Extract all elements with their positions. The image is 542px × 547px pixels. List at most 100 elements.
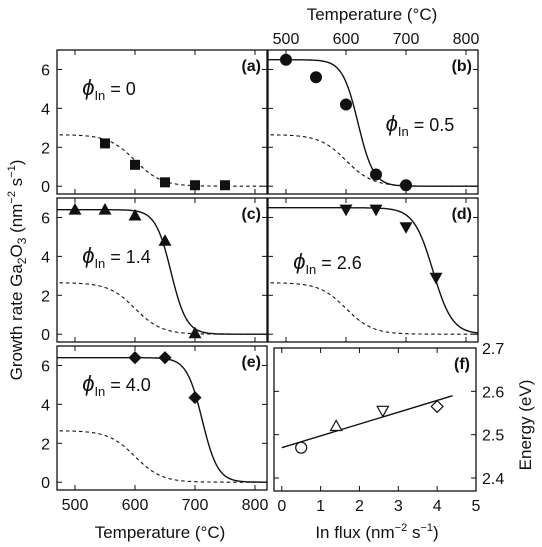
x-tick-label: 0	[277, 498, 286, 515]
f-x-axis-title: In flux (nm−2 s−1)	[315, 522, 438, 542]
y-tick-label: 4	[41, 101, 50, 118]
plot-area	[268, 204, 478, 335]
y-tick-label: 0	[41, 327, 50, 344]
phi-label: ϕIn = 0.5	[386, 111, 455, 139]
reference-curve	[268, 282, 478, 335]
reference-curve	[57, 282, 267, 335]
x-tick-label: 600	[333, 31, 360, 48]
phi-symbol: ϕ	[82, 75, 94, 100]
phi-symbol: ϕ	[386, 111, 398, 136]
reference-curve	[57, 430, 267, 483]
x-tick-label: 5	[472, 498, 481, 515]
data-point	[160, 177, 170, 188]
panel-d: (d) ϕIn = 2.6	[267, 197, 479, 343]
panel-label: (b)	[452, 58, 472, 75]
plot-area	[57, 134, 267, 191]
fit-curve	[268, 207, 478, 334]
data-point	[369, 204, 383, 217]
phi-value: = 4.0	[105, 375, 151, 395]
phi-symbol: ϕ	[293, 249, 305, 274]
panel-frame	[267, 197, 479, 343]
data-point	[295, 441, 308, 454]
y-tick-label: 0	[41, 475, 50, 492]
data-point	[340, 98, 352, 111]
data-point	[130, 159, 140, 170]
data-point	[158, 351, 172, 365]
panel-f: 0 1 2 3 4 52.4 2.5 2.6 2.7 (f)	[273, 341, 504, 515]
data-point	[98, 203, 112, 215]
data-point	[339, 204, 353, 217]
data-point	[188, 391, 202, 405]
y-tick-label: 2.5	[482, 428, 504, 445]
panel-c: 0 2 4 6 (c) ϕIn = 1.4	[41, 197, 268, 344]
data-point	[280, 53, 292, 66]
x-tick-label: 800	[242, 497, 269, 514]
y-tick-label: 2.7	[482, 341, 504, 358]
y-tick-label: 6	[41, 62, 50, 79]
fit-curve	[268, 59, 478, 187]
data-point	[158, 234, 172, 246]
phi-value: = 0.5	[409, 115, 455, 135]
panel-label: (e)	[241, 354, 261, 371]
panel-label: (d)	[452, 206, 472, 223]
panel-label: (f)	[454, 356, 470, 373]
x-tick-label: 700	[182, 497, 209, 514]
phi-symbol: ϕ	[82, 371, 94, 396]
y-tick-label: 0	[41, 179, 50, 196]
data-point	[310, 71, 322, 84]
data-point	[190, 180, 200, 191]
plot-area	[57, 203, 267, 339]
x-tick-label: 700	[393, 31, 420, 48]
x-tick-label: 800	[453, 31, 480, 48]
phi-value: = 0	[105, 79, 136, 99]
fit-curve	[57, 357, 267, 483]
data-point	[430, 399, 444, 414]
panel-e: 0 2 4 6 500 600 700 800 (e) ϕIn = 4.0	[41, 345, 269, 514]
phi-subscript: In	[94, 88, 105, 103]
panel-b: 500 600 700 800 (b) ϕIn = 0.5	[267, 31, 480, 195]
phi-subscript: In	[398, 124, 409, 139]
x-tick-label: 600	[122, 497, 149, 514]
panel-frame	[267, 49, 479, 195]
panel-frame	[56, 197, 268, 343]
x-tick-label: 1	[316, 498, 325, 515]
phi-symbol: ϕ	[82, 243, 94, 268]
data-point	[128, 351, 142, 365]
y-tick-label: 6	[41, 210, 50, 227]
y-axis-title: Growth rate Ga2O3 (nm−2 s−1)	[6, 160, 29, 381]
top-axis-title: Temperature (°C)	[307, 5, 438, 24]
fit-line	[281, 394, 453, 449]
phi-label: ϕIn = 0	[82, 75, 136, 103]
x-tick-label: 2	[355, 498, 364, 515]
plot-area	[57, 351, 267, 483]
plot-area	[268, 53, 478, 192]
x-tick-label: 3	[394, 498, 403, 515]
data-point	[68, 203, 82, 215]
data-point	[376, 405, 390, 418]
bottom-axis-title: Temperature (°C)	[95, 523, 226, 542]
phi-label: ϕIn = 2.6	[293, 249, 362, 277]
data-point	[128, 208, 142, 221]
panel-frame	[273, 347, 477, 492]
panel-label: (a)	[241, 58, 261, 75]
y-tick-label: 2	[41, 288, 50, 305]
phi-value: = 2.6	[316, 253, 362, 273]
y-tick-label: 4	[41, 249, 50, 266]
phi-subscript: In	[94, 256, 105, 271]
y-tick-label: 2.4	[482, 471, 504, 488]
panel-frame	[56, 49, 268, 195]
y-tick-label: 4	[41, 397, 50, 414]
panel-frame	[56, 345, 268, 491]
y-tick-label: 6	[41, 358, 50, 375]
f-y-axis-title: Energy (eV)	[516, 380, 535, 471]
fit-curve	[57, 209, 267, 335]
phi-subscript: In	[94, 384, 105, 399]
panel-a: 0 2 4 6 (a) ϕIn = 0	[41, 49, 268, 196]
panel-label: (c)	[241, 206, 261, 223]
data-point	[370, 168, 382, 181]
data-point	[188, 326, 202, 339]
data-point	[329, 419, 343, 432]
y-tick-label: 2	[41, 140, 50, 157]
